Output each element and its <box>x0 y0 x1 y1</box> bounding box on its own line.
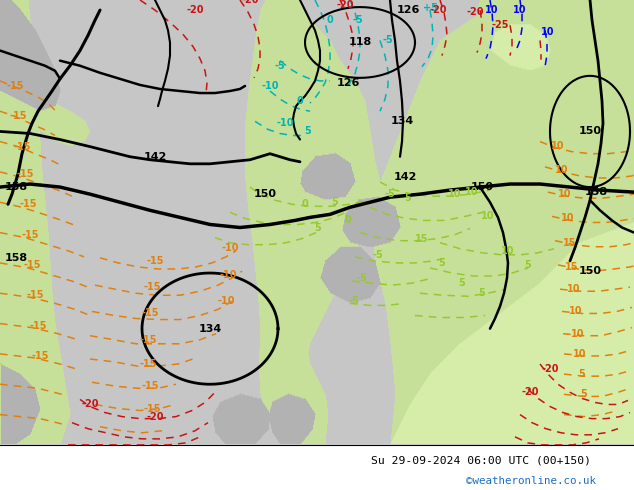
Text: 10: 10 <box>573 349 586 359</box>
Text: 5: 5 <box>524 260 531 270</box>
Text: 10: 10 <box>481 211 495 221</box>
Text: 5: 5 <box>581 390 587 399</box>
Text: 0: 0 <box>297 96 304 106</box>
Text: -15: -15 <box>22 230 39 240</box>
Text: -15: -15 <box>139 335 157 345</box>
Text: 10: 10 <box>448 189 462 199</box>
Text: -15: -15 <box>141 309 158 318</box>
Text: -15: -15 <box>10 111 27 122</box>
Text: -20: -20 <box>81 399 99 410</box>
Text: 10: 10 <box>561 214 575 223</box>
Text: 10: 10 <box>569 306 583 317</box>
Text: 15: 15 <box>563 238 577 247</box>
Text: -20: -20 <box>429 5 447 15</box>
Text: -20: -20 <box>242 0 259 5</box>
Text: 10: 10 <box>514 5 527 15</box>
Text: -10: -10 <box>221 243 239 253</box>
Text: -10: -10 <box>276 119 294 128</box>
Text: -15: -15 <box>16 169 34 179</box>
Text: 5: 5 <box>332 197 339 207</box>
Text: -20: -20 <box>186 5 204 15</box>
Text: 158: 158 <box>5 182 28 192</box>
Text: -15: -15 <box>143 282 161 292</box>
Text: -15: -15 <box>13 142 31 151</box>
Text: -10: -10 <box>219 270 236 280</box>
Text: -25: -25 <box>491 20 508 30</box>
Text: -15: -15 <box>23 260 41 270</box>
Text: -10: -10 <box>261 81 279 91</box>
Text: 15: 15 <box>415 234 429 244</box>
Text: 150: 150 <box>254 189 276 199</box>
Text: ©weatheronline.co.uk: ©weatheronline.co.uk <box>466 476 596 487</box>
Text: 10: 10 <box>485 5 499 15</box>
Text: -15: -15 <box>19 199 37 209</box>
Text: 5: 5 <box>479 288 486 298</box>
Text: 10: 10 <box>501 246 515 256</box>
Text: -15: -15 <box>146 256 164 266</box>
Text: 10: 10 <box>571 329 585 339</box>
Text: -15: -15 <box>26 290 44 300</box>
Text: 0: 0 <box>327 15 333 25</box>
Text: -5: -5 <box>373 250 384 260</box>
Text: 150: 150 <box>578 266 602 276</box>
Text: -20: -20 <box>146 412 164 421</box>
Text: 5: 5 <box>404 193 411 203</box>
Text: 10: 10 <box>555 165 569 175</box>
Text: 10: 10 <box>567 284 581 294</box>
Text: -15: -15 <box>6 81 23 91</box>
Text: 150: 150 <box>470 182 493 192</box>
Text: 142: 142 <box>143 152 167 162</box>
Text: -5: -5 <box>385 189 396 199</box>
Text: 10: 10 <box>551 141 565 150</box>
Text: Su 29-09-2024 06:00 UTC (00+150): Su 29-09-2024 06:00 UTC (00+150) <box>371 456 591 466</box>
Text: 118: 118 <box>348 37 372 48</box>
Text: -5: -5 <box>275 61 285 71</box>
Text: -20: -20 <box>541 364 559 374</box>
Text: 134: 134 <box>198 323 222 334</box>
Text: +5: +5 <box>423 3 437 13</box>
Text: -15: -15 <box>143 404 161 414</box>
Text: 150: 150 <box>578 126 602 136</box>
Text: 5: 5 <box>458 278 465 288</box>
Text: 158: 158 <box>585 187 607 197</box>
Text: -15: -15 <box>141 381 158 392</box>
Text: -15: -15 <box>31 351 49 361</box>
Text: 0: 0 <box>302 199 308 209</box>
Text: -20: -20 <box>521 387 539 397</box>
Text: 158: 158 <box>5 253 28 263</box>
Text: 5: 5 <box>304 126 311 136</box>
Text: 0: 0 <box>345 216 351 225</box>
Text: -5: -5 <box>353 15 363 25</box>
Text: 5: 5 <box>314 222 321 233</box>
Text: -10: -10 <box>217 296 235 306</box>
Text: 5: 5 <box>439 258 445 268</box>
Text: 5: 5 <box>579 369 585 379</box>
Text: -15: -15 <box>29 320 47 331</box>
Text: -20: -20 <box>466 7 484 17</box>
Text: -5: -5 <box>383 35 393 46</box>
Text: -5: -5 <box>356 273 367 283</box>
Text: -5: -5 <box>349 296 359 306</box>
Text: 10: 10 <box>559 189 572 199</box>
Text: 126: 126 <box>336 78 359 88</box>
Text: -15: -15 <box>139 359 157 369</box>
Text: -20: -20 <box>336 0 354 10</box>
Text: 10: 10 <box>465 187 479 197</box>
Text: 15: 15 <box>566 262 579 272</box>
Text: 10: 10 <box>541 27 555 37</box>
Text: 142: 142 <box>393 172 417 182</box>
Text: 134: 134 <box>391 116 413 126</box>
Text: 126: 126 <box>396 5 420 15</box>
